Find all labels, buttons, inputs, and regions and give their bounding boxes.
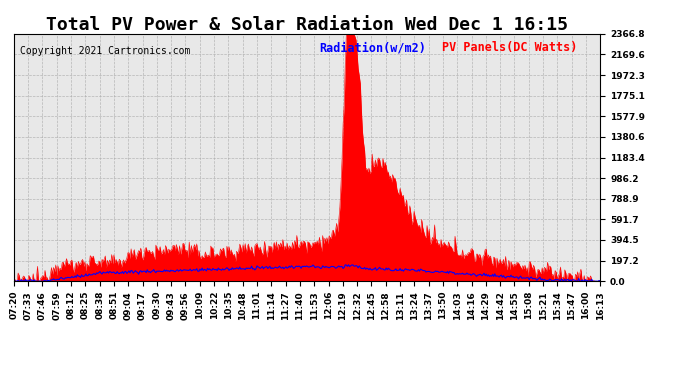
Text: Copyright 2021 Cartronics.com: Copyright 2021 Cartronics.com bbox=[19, 46, 190, 56]
Title: Total PV Power & Solar Radiation Wed Dec 1 16:15: Total PV Power & Solar Radiation Wed Dec… bbox=[46, 16, 568, 34]
Text: PV Panels(DC Watts): PV Panels(DC Watts) bbox=[442, 41, 578, 54]
Text: Radiation(w/m2): Radiation(w/m2) bbox=[319, 41, 426, 54]
